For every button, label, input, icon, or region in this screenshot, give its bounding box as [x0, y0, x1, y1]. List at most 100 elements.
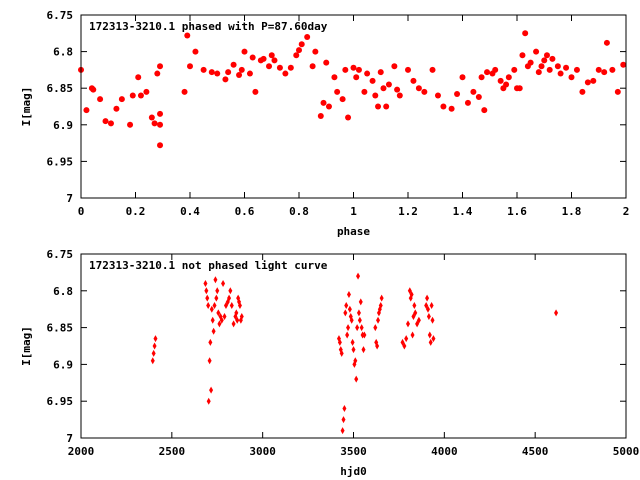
unphased-y-tick-label: 6.9 — [53, 358, 73, 371]
phased-x-tick-label: 0.2 — [126, 205, 146, 218]
phased-x-axis-label: phase — [337, 225, 370, 238]
data-point — [260, 55, 267, 62]
data-point — [546, 66, 553, 73]
data-point — [481, 107, 488, 114]
data-point — [535, 69, 542, 76]
unphased-x-tick-label: 2500 — [159, 445, 186, 458]
data-point — [355, 324, 360, 332]
data-point — [276, 64, 283, 71]
data-point — [346, 290, 351, 298]
phased-x-tick-label: 1.6 — [507, 205, 527, 218]
data-point — [470, 88, 477, 95]
data-point — [448, 105, 455, 112]
data-point — [431, 335, 436, 343]
data-point — [412, 302, 417, 310]
unphased-data-points — [150, 272, 559, 435]
data-point — [410, 331, 415, 339]
data-point — [394, 86, 401, 93]
data-point — [377, 69, 384, 76]
unphased-x-tick-label: 5000 — [613, 445, 640, 458]
data-point — [413, 309, 418, 317]
phased-plot-title: 172313-3210.1 phased with P=87.60day — [89, 20, 328, 33]
data-point — [181, 88, 188, 95]
data-point — [206, 397, 211, 405]
data-point — [154, 70, 161, 77]
data-point — [376, 316, 381, 324]
data-point — [383, 103, 390, 110]
data-point — [527, 59, 534, 66]
data-point — [563, 64, 570, 71]
data-point — [478, 74, 485, 81]
data-point — [337, 338, 342, 346]
unphased-x-tick-label: 4500 — [522, 445, 549, 458]
data-point — [427, 331, 432, 339]
data-point — [268, 52, 275, 59]
data-point — [434, 92, 441, 99]
data-point — [590, 77, 597, 84]
data-point — [492, 66, 499, 73]
data-point — [346, 324, 351, 332]
data-point — [203, 279, 208, 287]
data-point — [135, 74, 142, 81]
data-point — [533, 48, 540, 55]
data-point — [152, 342, 157, 350]
data-point — [379, 294, 384, 302]
data-point — [217, 320, 222, 328]
data-point — [454, 91, 461, 98]
data-point — [404, 335, 409, 343]
data-point — [209, 386, 214, 394]
phased-y-tick-label: 6.9 — [53, 119, 73, 132]
data-point — [620, 61, 627, 68]
phased-x-tick-label: 1.4 — [453, 205, 473, 218]
data-point — [516, 85, 523, 92]
data-point — [229, 302, 234, 310]
phased-y-tick-label: 6.75 — [47, 9, 74, 22]
data-point — [153, 335, 158, 343]
phased-light-curve-panel: 0 0.2 0.4 0.6 0.8 1 1.2 1.4 1.6 1.8 2 6.75 6.8 6.85 6.… — [20, 9, 629, 238]
data-point — [239, 313, 244, 321]
phased-x-tick-label: 0.6 — [235, 205, 255, 218]
data-point — [519, 52, 526, 59]
data-point — [211, 327, 216, 335]
data-point — [484, 69, 491, 76]
phased-y-axis-label: I[mag] — [20, 87, 33, 127]
data-point — [207, 357, 212, 365]
unphased-y-tick-label: 6.85 — [47, 322, 74, 335]
data-point — [118, 96, 125, 103]
phased-y-tick-label: 7 — [66, 192, 73, 205]
data-point — [421, 88, 428, 95]
phased-x-tick-label: 1.8 — [562, 205, 582, 218]
data-point — [549, 55, 556, 62]
data-point — [609, 66, 616, 73]
data-point — [429, 66, 436, 73]
data-point — [216, 309, 221, 317]
data-point — [282, 70, 289, 77]
data-point — [102, 118, 109, 125]
data-point — [543, 52, 550, 59]
unphased-x-axis-label: hjd0 — [340, 465, 367, 478]
data-point — [343, 309, 348, 317]
data-point — [222, 76, 229, 83]
data-point — [349, 316, 354, 324]
data-point — [464, 99, 471, 106]
phased-plot-frame — [80, 14, 627, 199]
unphased-y-tick-label: 7 — [66, 432, 73, 445]
data-point — [148, 114, 155, 121]
data-point — [234, 309, 239, 317]
data-point — [205, 294, 210, 302]
data-point — [554, 309, 559, 317]
data-point — [614, 88, 621, 95]
data-point — [351, 346, 356, 354]
data-point — [375, 103, 382, 110]
data-point — [350, 338, 355, 346]
data-point — [409, 290, 414, 298]
data-point — [361, 88, 368, 95]
data-point — [595, 66, 602, 73]
data-point — [184, 32, 191, 39]
data-point — [354, 375, 359, 383]
data-point — [603, 39, 610, 46]
data-point — [522, 30, 529, 37]
data-point — [554, 63, 561, 70]
data-point — [236, 72, 243, 79]
data-point — [415, 85, 422, 92]
